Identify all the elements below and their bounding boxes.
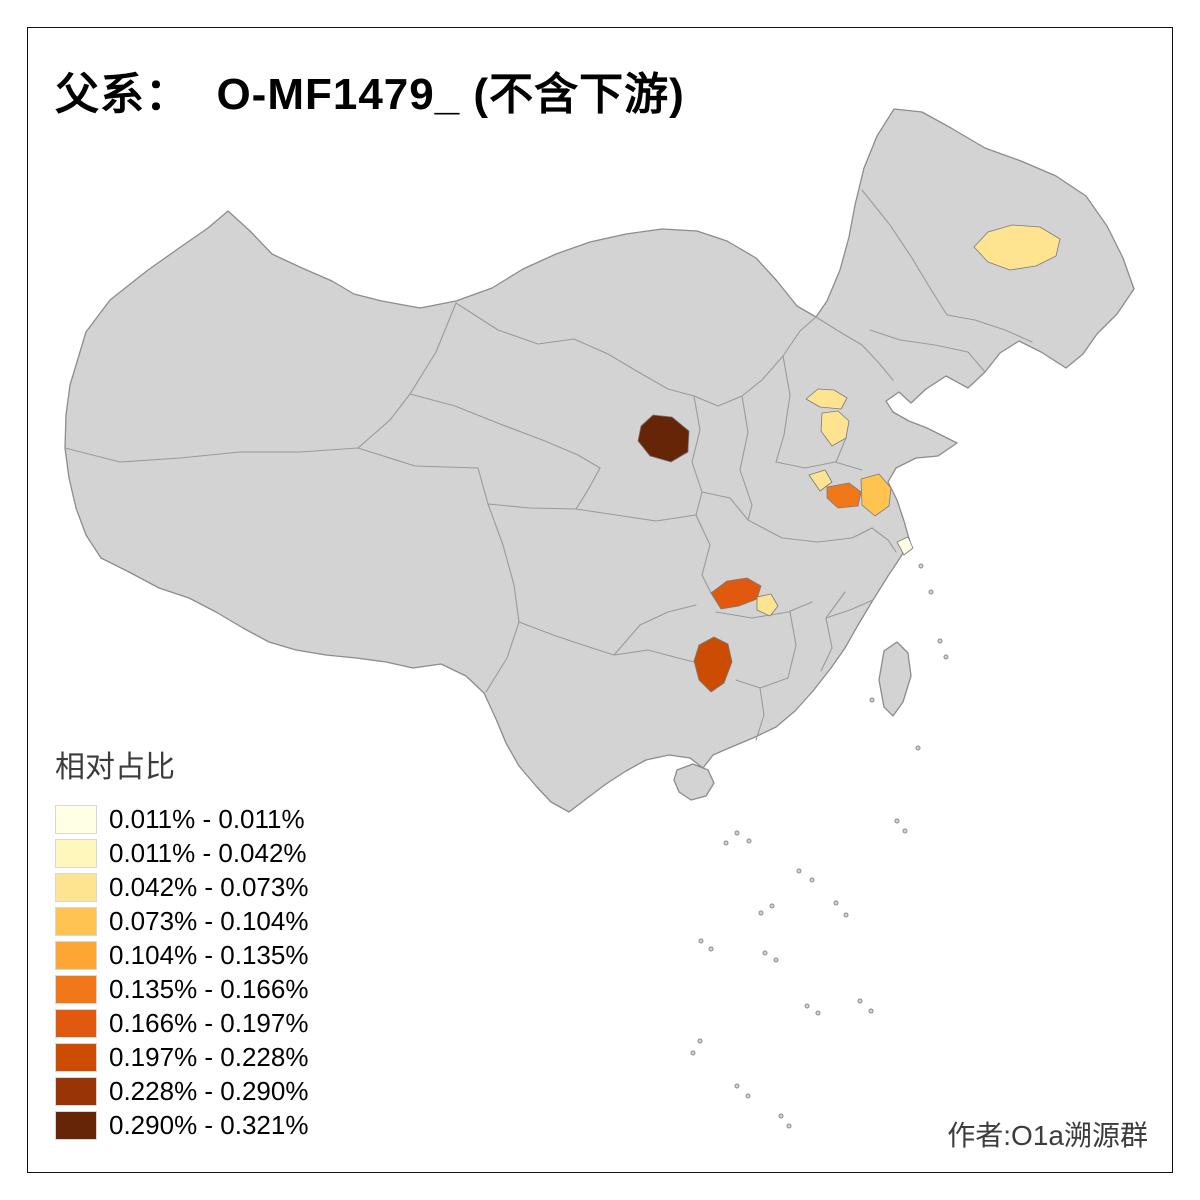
region-ningxia-gansu [637, 414, 690, 463]
region-guizhou [693, 636, 733, 693]
legend-item: 0.197% - 0.228% [55, 1040, 308, 1074]
legend-label: 0.104% - 0.135% [109, 939, 309, 970]
legend-label: 0.228% - 0.290% [109, 1075, 309, 1106]
legend-item: 0.011% - 0.042% [55, 836, 308, 870]
legend-title: 相对占比 [55, 751, 175, 784]
province-borders [64, 189, 1033, 741]
legend-label: 0.197% - 0.228% [109, 1041, 309, 1072]
legend-swatch [55, 1076, 97, 1106]
legend-item: 0.166% - 0.197% [55, 1006, 308, 1040]
attribution: 作者:O1a溯源群 [947, 1120, 1148, 1151]
china-mainland [64, 108, 1135, 813]
region-hunan-north [710, 577, 762, 610]
legend-label: 0.042% - 0.073% [109, 871, 309, 902]
legend-item: 0.135% - 0.166% [55, 972, 308, 1006]
hainan-island [673, 763, 715, 801]
legend-swatch [55, 906, 97, 936]
legend-label: 0.290% - 0.321% [109, 1109, 309, 1140]
legend-label: 0.011% - 0.011% [109, 803, 305, 834]
region-henan-west [808, 469, 833, 492]
region-beijing-area [805, 388, 848, 410]
legend-label: 0.073% - 0.104% [109, 905, 309, 936]
legend-swatch [55, 838, 97, 868]
region-heilongjiang-west [973, 224, 1061, 271]
legend-item: 0.104% - 0.135% [55, 938, 308, 972]
legend-swatch [55, 804, 97, 834]
region-hunan-northeast [756, 593, 779, 617]
legend-swatch [55, 974, 97, 1004]
legend-label: 0.166% - 0.197% [109, 1007, 309, 1038]
legend-item: 0.228% - 0.290% [55, 1074, 308, 1108]
south-china-sea-islands [690, 563, 949, 1129]
legend-swatch [55, 1008, 97, 1038]
legend-swatch [55, 940, 97, 970]
taiwan-island [878, 641, 912, 717]
legend-item: 0.042% - 0.073% [55, 870, 308, 904]
highlighted-regions [637, 224, 1061, 693]
legend-swatch [55, 872, 97, 902]
legend: 相对占比 0.011% - 0.011% 0.011% - 0.042% 0.0… [55, 742, 308, 1142]
legend-label: 0.011% - 0.042% [109, 837, 307, 868]
legend-item: 0.011% - 0.011% [55, 802, 308, 836]
legend-label: 0.135% - 0.166% [109, 973, 309, 1004]
legend-swatch [55, 1042, 97, 1072]
region-shanghai [896, 536, 914, 556]
region-henan-east [826, 482, 862, 509]
region-hebei-south [820, 410, 850, 447]
legend-swatch [55, 1110, 97, 1140]
region-jiangsu [860, 473, 892, 517]
legend-item: 0.073% - 0.104% [55, 904, 308, 938]
map-title: 父系： O-MF1479_ (不含下游) [55, 70, 685, 119]
legend-item: 0.290% - 0.321% [55, 1108, 308, 1142]
